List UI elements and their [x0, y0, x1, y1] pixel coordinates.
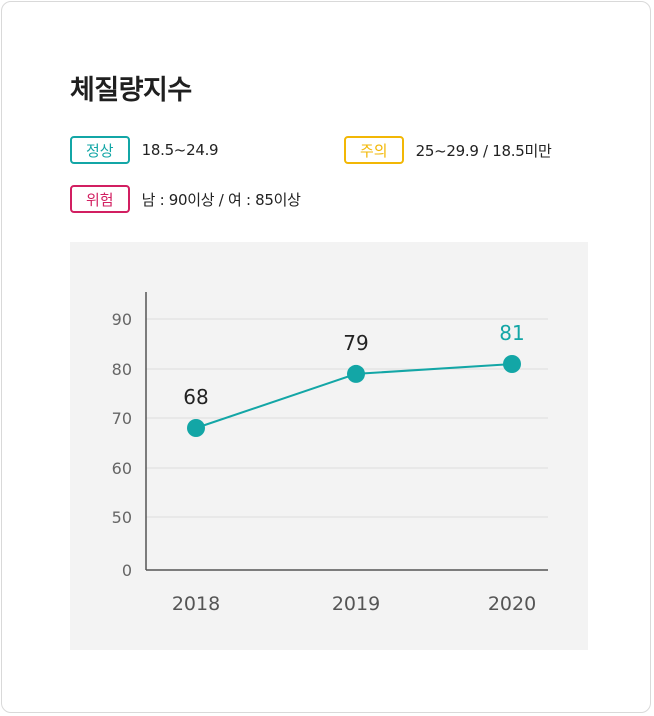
caution-range: 25~29.9 / 18.5미만	[415, 141, 552, 160]
x-tick-label: 2018	[172, 593, 220, 615]
danger-range: 남 : 90이상 / 여 : 85이상	[141, 190, 301, 209]
data-point	[187, 419, 205, 437]
data-point	[347, 364, 365, 383]
normal-badge: 정상	[70, 136, 130, 164]
y-tick-label: 0	[122, 561, 132, 580]
x-tick-label: 2019	[332, 593, 380, 615]
legend-normal: 정상 18.5~24.9	[70, 136, 219, 164]
legend-danger: 위험 남 : 90이상 / 여 : 85이상	[70, 185, 301, 213]
y-tick-label: 50	[112, 508, 132, 527]
caution-badge: 주의	[344, 136, 404, 164]
chart-area: 0 50 60 70 80 90 68 79 81 2018 2019 2020	[70, 242, 588, 650]
y-tick-label: 60	[112, 459, 132, 478]
x-tick-label: 2020	[488, 593, 536, 615]
data-label: 79	[343, 331, 368, 355]
danger-badge: 위험	[70, 185, 130, 213]
normal-range: 18.5~24.9	[141, 141, 219, 159]
y-tick-label: 70	[112, 409, 132, 428]
y-tick-label: 90	[112, 310, 132, 329]
data-label: 68	[183, 385, 208, 409]
page-title: 체질량지수	[70, 75, 192, 106]
legend-caution: 주의 25~29.9 / 18.5미만	[344, 136, 552, 164]
data-point	[503, 355, 521, 373]
y-tick-label: 80	[112, 360, 132, 379]
data-label: 81	[499, 321, 524, 345]
line-chart: 0 50 60 70 80 90 68 79 81 2018 2019 2020	[112, 292, 548, 615]
